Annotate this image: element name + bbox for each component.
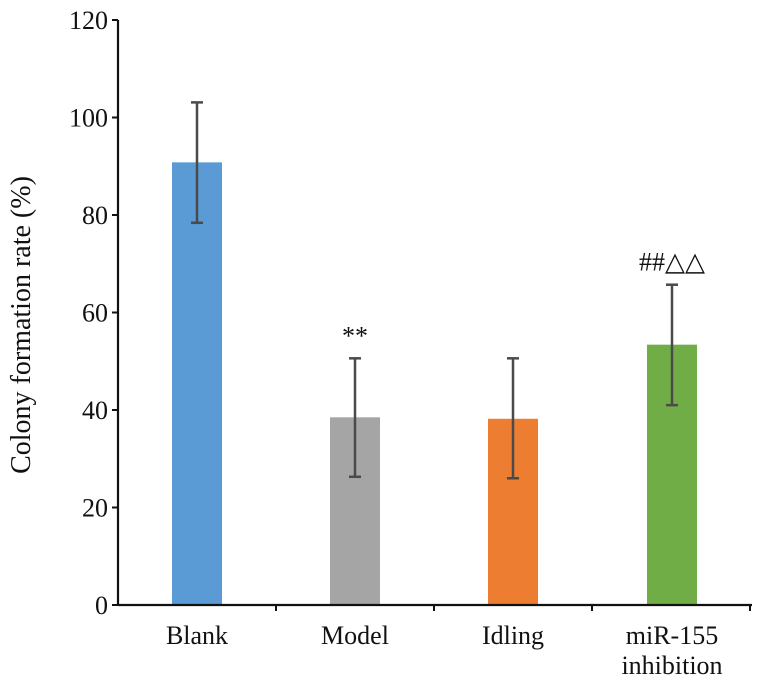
y-tick-label: 0 (95, 591, 108, 620)
y-tick-label: 100 (69, 104, 108, 133)
significance-marker: ** (342, 321, 368, 350)
bar-blank (172, 162, 222, 605)
category-labels: Blank Model Idling miR-155 inhibition (166, 621, 723, 680)
category-label-line: miR-155 (626, 621, 718, 650)
category-label: Model (321, 621, 389, 650)
category-label-line: inhibition (621, 651, 722, 680)
y-tick-label: 20 (82, 494, 108, 523)
significance-marker: ##△△ (639, 248, 705, 277)
category-label-line: Blank (166, 621, 228, 650)
category-label: miR-155 inhibition (621, 621, 722, 680)
y-axis-title: Colony formation rate (%) (6, 176, 37, 474)
category-label: Blank (166, 621, 228, 650)
category-label-line: Model (321, 621, 389, 650)
y-tick-label: 120 (69, 6, 108, 35)
category-label-line: Idling (482, 621, 544, 650)
significance-annotations: ** ##△△ (342, 248, 705, 351)
y-tick-label: 40 (82, 396, 108, 425)
y-axis-ticks: 0 20 40 60 80 100 120 (69, 6, 751, 620)
y-tick-label: 80 (82, 201, 108, 230)
error-bars (191, 101, 678, 480)
category-label: Idling (482, 621, 544, 650)
y-tick-label: 60 (82, 299, 108, 328)
bars (172, 162, 697, 605)
